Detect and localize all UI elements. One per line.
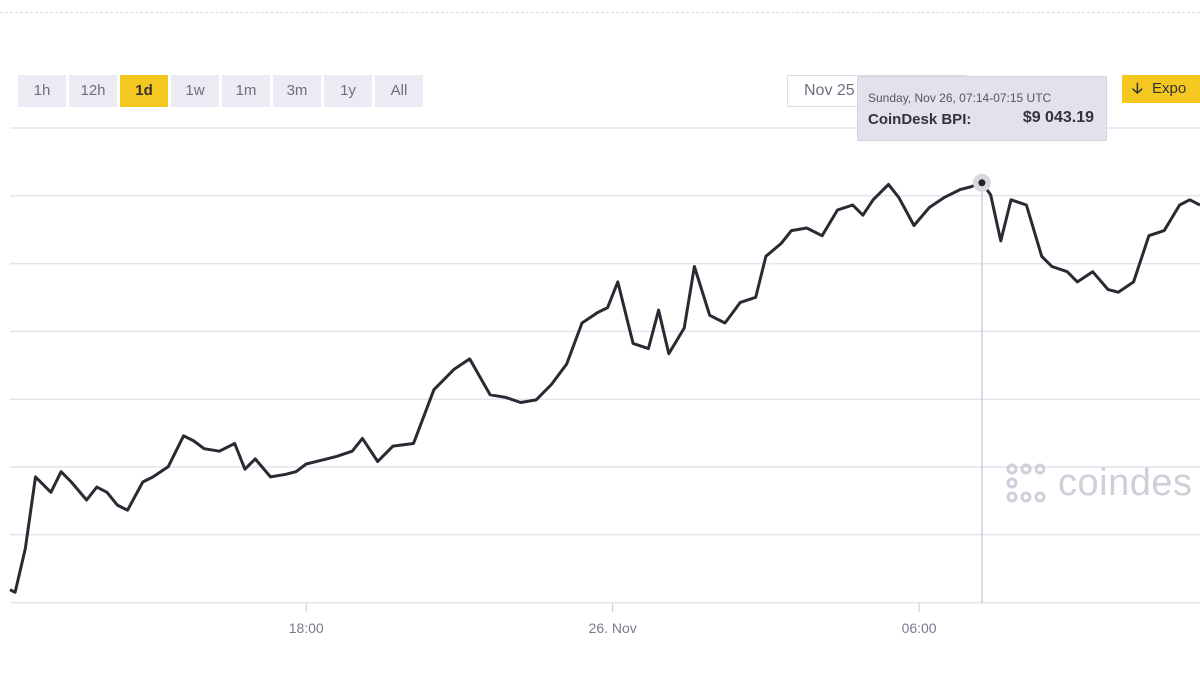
watermark-text: coindes: [1058, 461, 1193, 504]
coindesk-logo-icon: [1006, 463, 1046, 503]
tooltip-date: Sunday, Nov 26, 07:14-07:15 UTC: [868, 91, 1052, 105]
x-tick-label: 26. Nov: [589, 620, 637, 636]
range-button-group: 1h 12h 1d 1w 1m 3m 1y All: [18, 75, 423, 107]
date-range-value: Nov 25: [804, 82, 855, 99]
range-button-1d[interactable]: 1d: [120, 75, 168, 107]
x-tick-label: 18:00: [289, 620, 324, 636]
hover-marker-point: [978, 179, 986, 187]
range-button-1w[interactable]: 1w: [171, 75, 219, 107]
export-label: Expo: [1152, 80, 1187, 97]
export-button[interactable]: 🡣 Expo: [1122, 75, 1200, 103]
price-series-line: [9, 181, 1200, 594]
coindesk-watermark: coindes: [1004, 458, 1192, 508]
range-button-1y[interactable]: 1y: [324, 75, 372, 107]
top-divider: [0, 12, 1200, 13]
x-tick-label: 06:00: [902, 620, 937, 636]
range-button-all[interactable]: All: [375, 75, 423, 107]
tooltip-value: $9 043.19: [1022, 109, 1094, 126]
range-button-1m[interactable]: 1m: [222, 75, 270, 107]
range-button-1h[interactable]: 1h: [18, 75, 66, 107]
arrow-down-icon: 🡣: [1132, 80, 1143, 97]
range-button-12h[interactable]: 12h: [69, 75, 117, 107]
chart-tooltip: Sunday, Nov 26, 07:14-07:15 UTC CoinDesk…: [857, 76, 1107, 141]
tooltip-label: CoinDesk BPI:: [868, 111, 972, 128]
range-button-3m[interactable]: 3m: [273, 75, 321, 107]
